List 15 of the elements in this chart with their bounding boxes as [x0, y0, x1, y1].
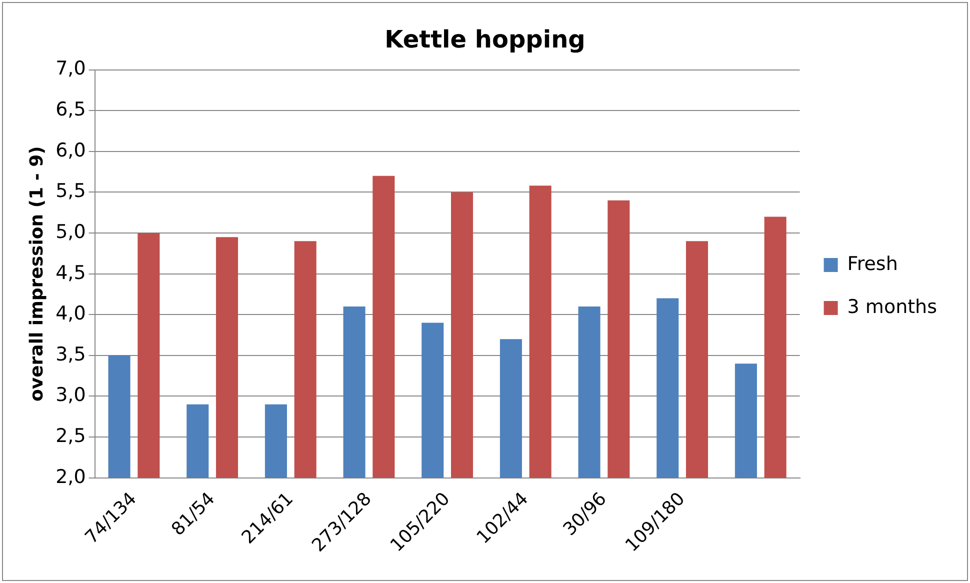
y-tick-label: 2,0: [56, 466, 86, 488]
y-tick-label: 6,5: [56, 98, 86, 121]
y-tick-label: 4,0: [56, 302, 86, 325]
y-tick-label: 4,5: [56, 262, 86, 284]
y-tick-label: 5,5: [56, 180, 86, 202]
chart-title: Kettle hopping: [384, 26, 586, 54]
y-tick-label: 3,5: [56, 343, 86, 366]
y-tick-label: 6,0: [56, 139, 86, 162]
y-tick-label: 2,5: [56, 424, 86, 447]
y-tick-label: 3,0: [56, 384, 86, 406]
y-axis-title: overall impression (1 - 9): [26, 146, 48, 402]
y-tick-label: 5,0: [56, 220, 86, 243]
legend-label: Fresh: [847, 252, 898, 275]
y-tick-label: 7,0: [56, 58, 86, 80]
legend-label: 3 months: [847, 296, 938, 318]
